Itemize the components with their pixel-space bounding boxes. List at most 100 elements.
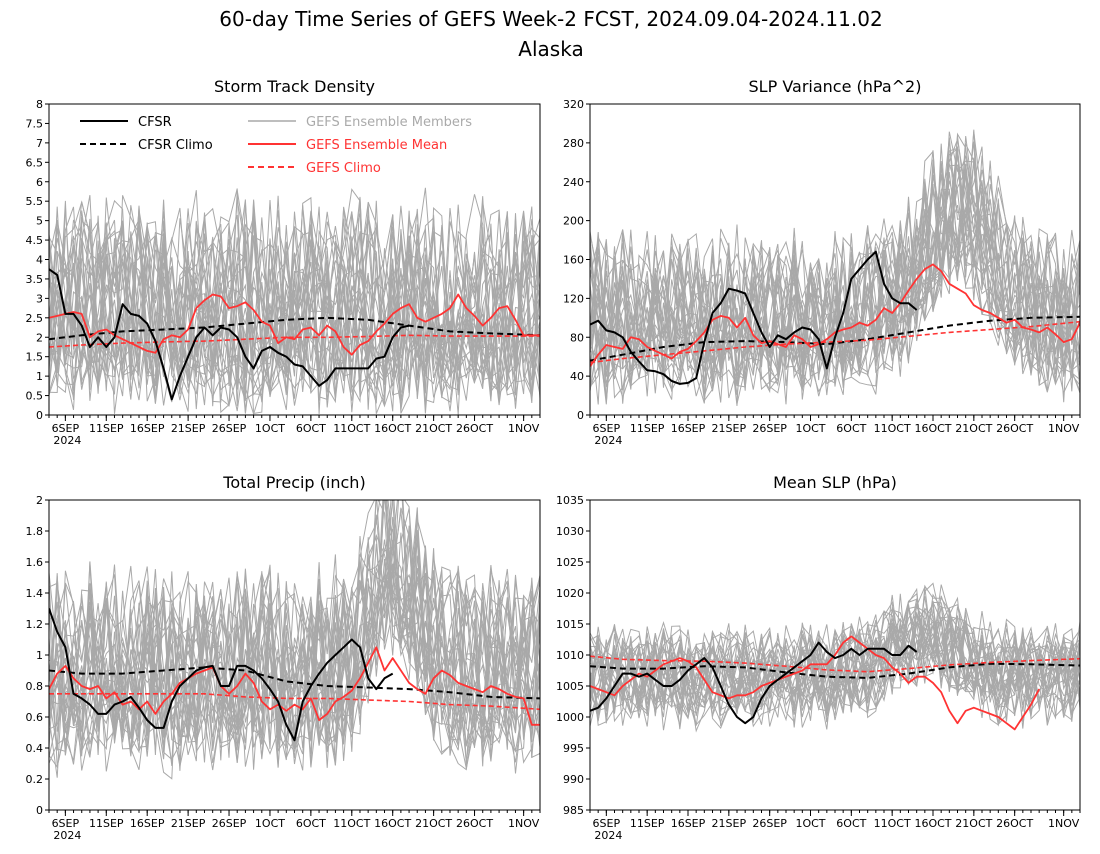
ensemble-member-line [49,203,540,399]
x-tick-label: 1OCT [255,422,285,435]
x-tick-label: 26SEP [212,422,247,435]
x-tick-label: 11SEP [630,817,665,830]
ensemble-member-line [590,604,1080,733]
y-tick-label: 990 [563,773,584,786]
ensemble-members [49,187,540,415]
x-tick-label: 6OCT [836,422,866,435]
x-tick-year-label: 2024 [594,434,622,447]
y-tick-label: 0 [36,409,43,422]
y-tick-label: 40 [570,370,584,383]
y-tick-label: 4.5 [26,234,44,247]
x-tick-label: 16SEP [671,817,706,830]
ensemble-member-line [49,558,540,761]
x-tick-label: 11OCT [333,817,370,830]
series-ens-mean-line [49,293,540,356]
x-tick-label: 6SEP [593,817,621,830]
x-tick-label: 21OCT [415,422,452,435]
ensemble-member-line [49,514,540,768]
ensemble-member-line [49,212,540,411]
y-tick-label: 1.2 [26,618,44,631]
legend-label-ens-mean: GEFS Ensemble Mean [306,138,447,153]
y-tick-label: 2 [36,331,43,344]
ensemble-member-line [49,500,540,767]
y-tick-label: 8 [36,98,43,111]
y-tick-label: 7.5 [26,117,44,130]
legend-label-members: GEFS Ensemble Members [306,115,472,130]
y-tick-label: 3 [36,292,43,305]
series-gefs-climo-line [590,655,1080,673]
x-tick-label: 1OCT [795,817,825,830]
ensemble-member-line [590,147,1080,388]
y-tick-label: 3.5 [26,273,44,286]
y-tick-label: 0 [577,409,584,422]
ensemble-members [590,582,1080,733]
ensemble-member-line [49,530,540,763]
y-tick-label: 1010 [556,649,584,662]
y-tick-label: 1015 [556,618,584,631]
y-tick-label: 1 [36,370,43,383]
x-tick-label: 1NOV [1048,422,1080,435]
x-tick-label: 11OCT [333,422,370,435]
y-tick-label: 0.5 [26,390,44,403]
x-tick-year-label: 2024 [594,829,622,842]
y-tick-label: 1005 [556,680,584,693]
y-tick-label: 1.6 [26,556,44,569]
figure-title: 60-day Time Series of GEFS Week-2 FCST, … [219,7,882,31]
x-tick-label: 1NOV [508,817,540,830]
y-tick-label: 1035 [556,494,584,507]
x-tick-label: 21OCT [955,422,992,435]
ensemble-member-line [49,204,540,404]
y-tick-label: 80 [570,331,584,344]
x-tick-label: 16OCT [374,817,411,830]
series-cfsr-line [49,268,410,401]
ensemble-member-line [590,601,1080,723]
ensemble-member-line [49,530,540,770]
ensemble-member-line [590,155,1080,395]
ensemble-member-line [49,199,540,406]
x-tick-label: 6SEP [52,817,80,830]
series-ens-mean-line [49,646,540,726]
x-tick-label: 6SEP [593,422,621,435]
y-tick-label: 985 [563,804,584,817]
chart-panel-3: Total Precip (inch) 0 0.2 0.4 0.6 0.8 1 1.2 1.4 1… [26,473,541,842]
legend-label-gefs-climo: GEFS Climo [306,161,381,176]
x-tick-label: 26SEP [752,817,787,830]
y-tick-label: 1.8 [26,525,44,538]
y-tick-label: 320 [563,98,584,111]
ensemble-member-line [590,131,1080,383]
panel-title: SLP Variance (hPa^2) [749,77,922,96]
y-tick-label: 7 [36,137,43,150]
x-tick-label: 1OCT [795,422,825,435]
x-tick-label: 21OCT [955,817,992,830]
y-tick-label: 160 [563,254,584,267]
x-tick-label: 16OCT [914,422,951,435]
series-cfsr-climo-line [590,662,1080,679]
x-tick-label: 11SEP [630,422,665,435]
ensemble-member-line [49,233,540,399]
x-tick-label: 11SEP [89,422,124,435]
y-tick-label: 1030 [556,525,584,538]
x-tick-label: 16SEP [130,817,165,830]
figure-subtitle: Alaska [518,37,583,61]
x-tick-label: 26SEP [752,422,787,435]
y-tick-label: 240 [563,176,584,189]
y-tick-label: 1.4 [26,587,44,600]
x-tick-label: 26OCT [996,817,1033,830]
ensemble-member-line [590,598,1080,721]
ensemble-member-line [49,195,540,414]
ensemble-member-line [49,535,540,764]
ensemble-member-line [590,600,1080,727]
y-tick-label: 200 [563,215,584,228]
ensemble-member-line [590,593,1080,731]
series-cfsr-climo-line [590,315,1080,362]
panel-title: Total Precip (inch) [222,473,365,492]
ensemble-member-line [590,170,1080,399]
ensemble-member-line [49,500,540,767]
x-tick-label: 6OCT [296,422,326,435]
chart-panel-1: Storm Track Density 0 0.5 1 1.5 2 2.5 3 3.5 4 4.5 5… [26,77,541,447]
x-tick-label: 6OCT [836,817,866,830]
y-tick-label: 1020 [556,587,584,600]
x-tick-label: 26SEP [212,817,247,830]
ensemble-member-line [49,195,540,412]
